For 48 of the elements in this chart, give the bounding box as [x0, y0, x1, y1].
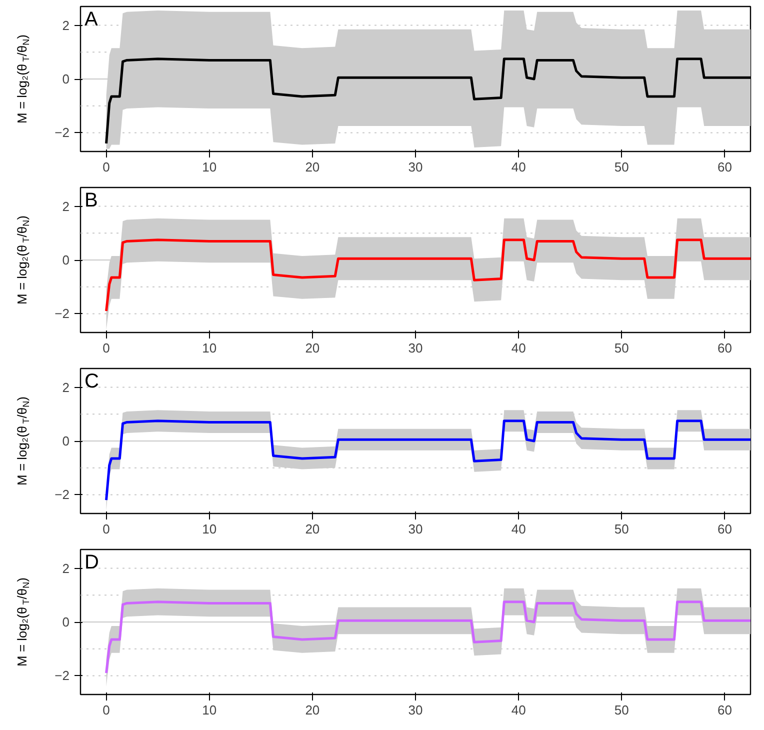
y-tick-label: 0 — [62, 614, 70, 630]
x-tick-label: 60 — [718, 340, 732, 356]
chart-title: D — [84, 552, 99, 574]
y-tick-label: 0 — [62, 72, 70, 86]
x-tick-label: 60 — [718, 702, 732, 718]
y-tick-label: 2 — [62, 560, 70, 576]
y-tick-label: 2 — [62, 380, 70, 395]
x-tick-label: 30 — [408, 340, 423, 356]
x-tick-label: 10 — [202, 702, 217, 718]
y-tick-label: 2 — [62, 198, 70, 214]
x-tick-label: 30 — [408, 522, 423, 536]
y-axis-title: M = log₂(θT/θN) — [14, 396, 32, 486]
x-tick-label: 40 — [511, 522, 526, 536]
chart-title: B — [84, 190, 98, 212]
y-tick-label: 0 — [62, 252, 70, 268]
x-tick-label: 20 — [305, 160, 320, 174]
x-tick-label: 30 — [408, 160, 423, 174]
x-tick-label: 0 — [102, 340, 110, 356]
x-tick-label: 40 — [511, 702, 526, 718]
x-tick-label: 60 — [718, 522, 732, 536]
y-axis-title: M = log₂(θT/θN) — [14, 34, 32, 124]
y-axis-title: M = log₂(θT/θN) — [14, 216, 32, 304]
x-tick-label: 10 — [202, 160, 217, 174]
x-tick-label: 50 — [614, 522, 629, 536]
x-tick-label: 20 — [305, 340, 320, 356]
x-tick-label: 60 — [718, 160, 732, 174]
y-tick-label: −2 — [54, 306, 70, 322]
x-tick-label: 50 — [614, 702, 629, 718]
x-tick-label: 50 — [614, 160, 629, 174]
x-tick-label: 10 — [202, 522, 217, 536]
x-tick-label: 20 — [305, 702, 320, 718]
y-axis-title: M = log₂(θT/θN) — [14, 578, 32, 666]
x-tick-label: 40 — [511, 160, 526, 174]
chart-title: A — [84, 8, 98, 30]
x-tick-label: 0 — [102, 160, 110, 174]
y-tick-label: −2 — [54, 125, 70, 140]
x-tick-label: 40 — [511, 340, 526, 356]
x-tick-label: 50 — [614, 340, 629, 356]
y-tick-label: 2 — [62, 18, 70, 33]
y-tick-label: −2 — [54, 668, 70, 684]
x-tick-label: 0 — [102, 522, 110, 536]
x-tick-label: 10 — [202, 340, 217, 356]
y-tick-label: 0 — [62, 434, 70, 448]
chart-title: C — [84, 370, 99, 392]
x-tick-label: 0 — [102, 702, 110, 718]
y-tick-label: −2 — [54, 487, 70, 502]
x-tick-label: 20 — [305, 522, 320, 536]
x-tick-label: 30 — [408, 702, 423, 718]
